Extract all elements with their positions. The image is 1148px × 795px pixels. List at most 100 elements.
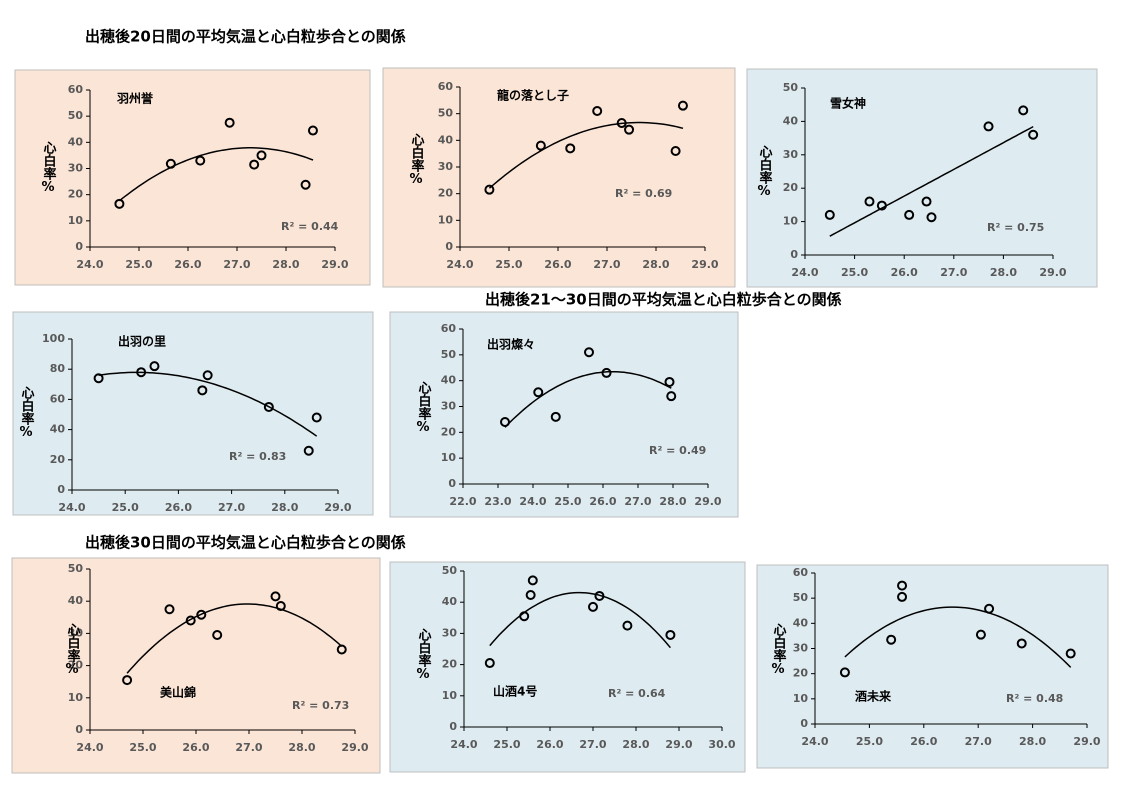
x-tick-label: 24.0	[58, 501, 85, 514]
y-tick-label: 80	[50, 362, 66, 375]
x-tick-label: 29.0	[694, 495, 721, 508]
y-tick-label: 50	[783, 81, 799, 94]
point	[839, 667, 850, 678]
x-tick-label: 28.0	[271, 501, 298, 514]
point	[926, 212, 937, 223]
y-tick-label: 0	[448, 477, 456, 490]
point	[300, 179, 311, 190]
point	[249, 159, 260, 170]
x-tick-label: 26.0	[174, 258, 201, 271]
y-tick-label: 20	[68, 188, 84, 201]
point	[594, 590, 605, 601]
y-axis-label: 心白率%	[65, 623, 81, 677]
x-tick-label: 27.0	[218, 501, 245, 514]
point	[196, 609, 207, 620]
point	[275, 601, 286, 612]
y-tick-label: 50	[441, 348, 457, 361]
x-tick-label: 30.0	[708, 738, 735, 751]
point	[197, 385, 208, 396]
trend-line	[126, 603, 343, 674]
panel	[389, 561, 746, 773]
y-tick-label: 10	[68, 214, 84, 227]
x-tick-label: 28.0	[272, 258, 299, 271]
point	[666, 391, 677, 402]
point	[616, 118, 627, 128]
annotation: R² = 0.48	[1006, 692, 1063, 705]
y-axis-label: 心白率%	[771, 623, 787, 677]
x-tick-label: 24.0	[446, 258, 473, 271]
x-tick-label: 28.0	[1019, 735, 1046, 748]
trend-line	[504, 370, 672, 428]
x-tick-label: 28.0	[642, 258, 669, 271]
y-tick-label: 50	[68, 109, 84, 122]
point	[588, 601, 598, 612]
point	[500, 417, 510, 427]
chart-title: 酒未来	[855, 689, 892, 704]
panel	[11, 557, 381, 774]
y-tick-label: 40	[441, 374, 457, 387]
trend-line	[488, 121, 684, 189]
x-tick-label: 27.0	[965, 735, 992, 748]
annotation: R² = 0.75	[987, 221, 1044, 234]
chart-title: 美山錦	[160, 685, 196, 700]
point	[904, 209, 915, 220]
heading: 出穂後20日間の平均気温と心白粒歩合との関係	[85, 28, 406, 46]
y-axis-label: 心白率%	[757, 145, 773, 199]
chart-title: 出羽燦々	[487, 337, 535, 352]
annotation: R² = 0.44	[281, 220, 339, 233]
x-tick-label: 28.0	[288, 741, 315, 754]
x-tick-label: 27.0	[624, 495, 651, 508]
point	[533, 387, 544, 398]
point	[484, 184, 495, 195]
y-axis-label: 心白率%	[409, 133, 425, 187]
y-tick-label: 60	[50, 392, 66, 405]
x-tick-label: 25.0	[554, 495, 581, 508]
point	[1065, 648, 1076, 659]
point	[622, 620, 633, 631]
x-tick-label: 24.0	[801, 735, 828, 748]
y-tick-label: 40	[50, 423, 66, 436]
x-tick-label: 27.0	[593, 258, 620, 271]
point	[149, 361, 160, 372]
y-tick-label: 40	[68, 594, 84, 607]
point	[886, 634, 897, 645]
y-axis-label: 心白率%	[416, 628, 432, 682]
x-tick-label: 24.0	[76, 741, 103, 754]
point	[670, 146, 681, 156]
annotation: R² = 0.69	[615, 187, 672, 200]
trend-line	[98, 371, 318, 437]
y-axis-label: 心白率%	[416, 381, 432, 435]
y-tick-label: 0	[790, 248, 798, 261]
trend-line	[829, 125, 1034, 237]
heading: 出穂後21～30日間の平均気温と心白粒歩合との関係	[485, 291, 842, 309]
point	[195, 155, 206, 166]
y-tick-label: 30	[68, 162, 84, 175]
x-tick-label: 26.0	[589, 495, 616, 508]
x-tick-label: 26.0	[544, 258, 571, 271]
x-tick-label: 28.0	[622, 738, 649, 751]
y-tick-label: 40	[793, 616, 809, 629]
y-tick-label: 20	[793, 667, 809, 680]
point	[136, 367, 147, 378]
y-tick-label: 0	[445, 240, 453, 253]
annotation: R² = 0.64	[608, 687, 666, 700]
annotation: R² = 0.83	[229, 450, 286, 463]
y-tick-label: 20	[783, 181, 799, 194]
y-tick-label: 30	[438, 160, 454, 173]
y-tick-label: 40	[442, 595, 458, 608]
y-tick-label: 30	[68, 626, 84, 639]
x-tick-label: 29.0	[1039, 266, 1066, 279]
x-tick-label: 25.0	[841, 266, 868, 279]
point	[921, 196, 932, 207]
y-tick-label: 20	[50, 453, 66, 466]
point	[93, 373, 104, 384]
y-tick-label: 30	[793, 642, 809, 655]
y-tick-label: 50	[438, 107, 454, 120]
trend-line	[118, 147, 314, 202]
x-tick-label: 25.0	[493, 738, 520, 751]
x-tick-label: 26.0	[891, 266, 918, 279]
y-tick-label: 20	[68, 659, 84, 672]
point	[975, 629, 986, 640]
x-tick-label: 24.0	[450, 738, 477, 751]
point	[897, 591, 908, 602]
